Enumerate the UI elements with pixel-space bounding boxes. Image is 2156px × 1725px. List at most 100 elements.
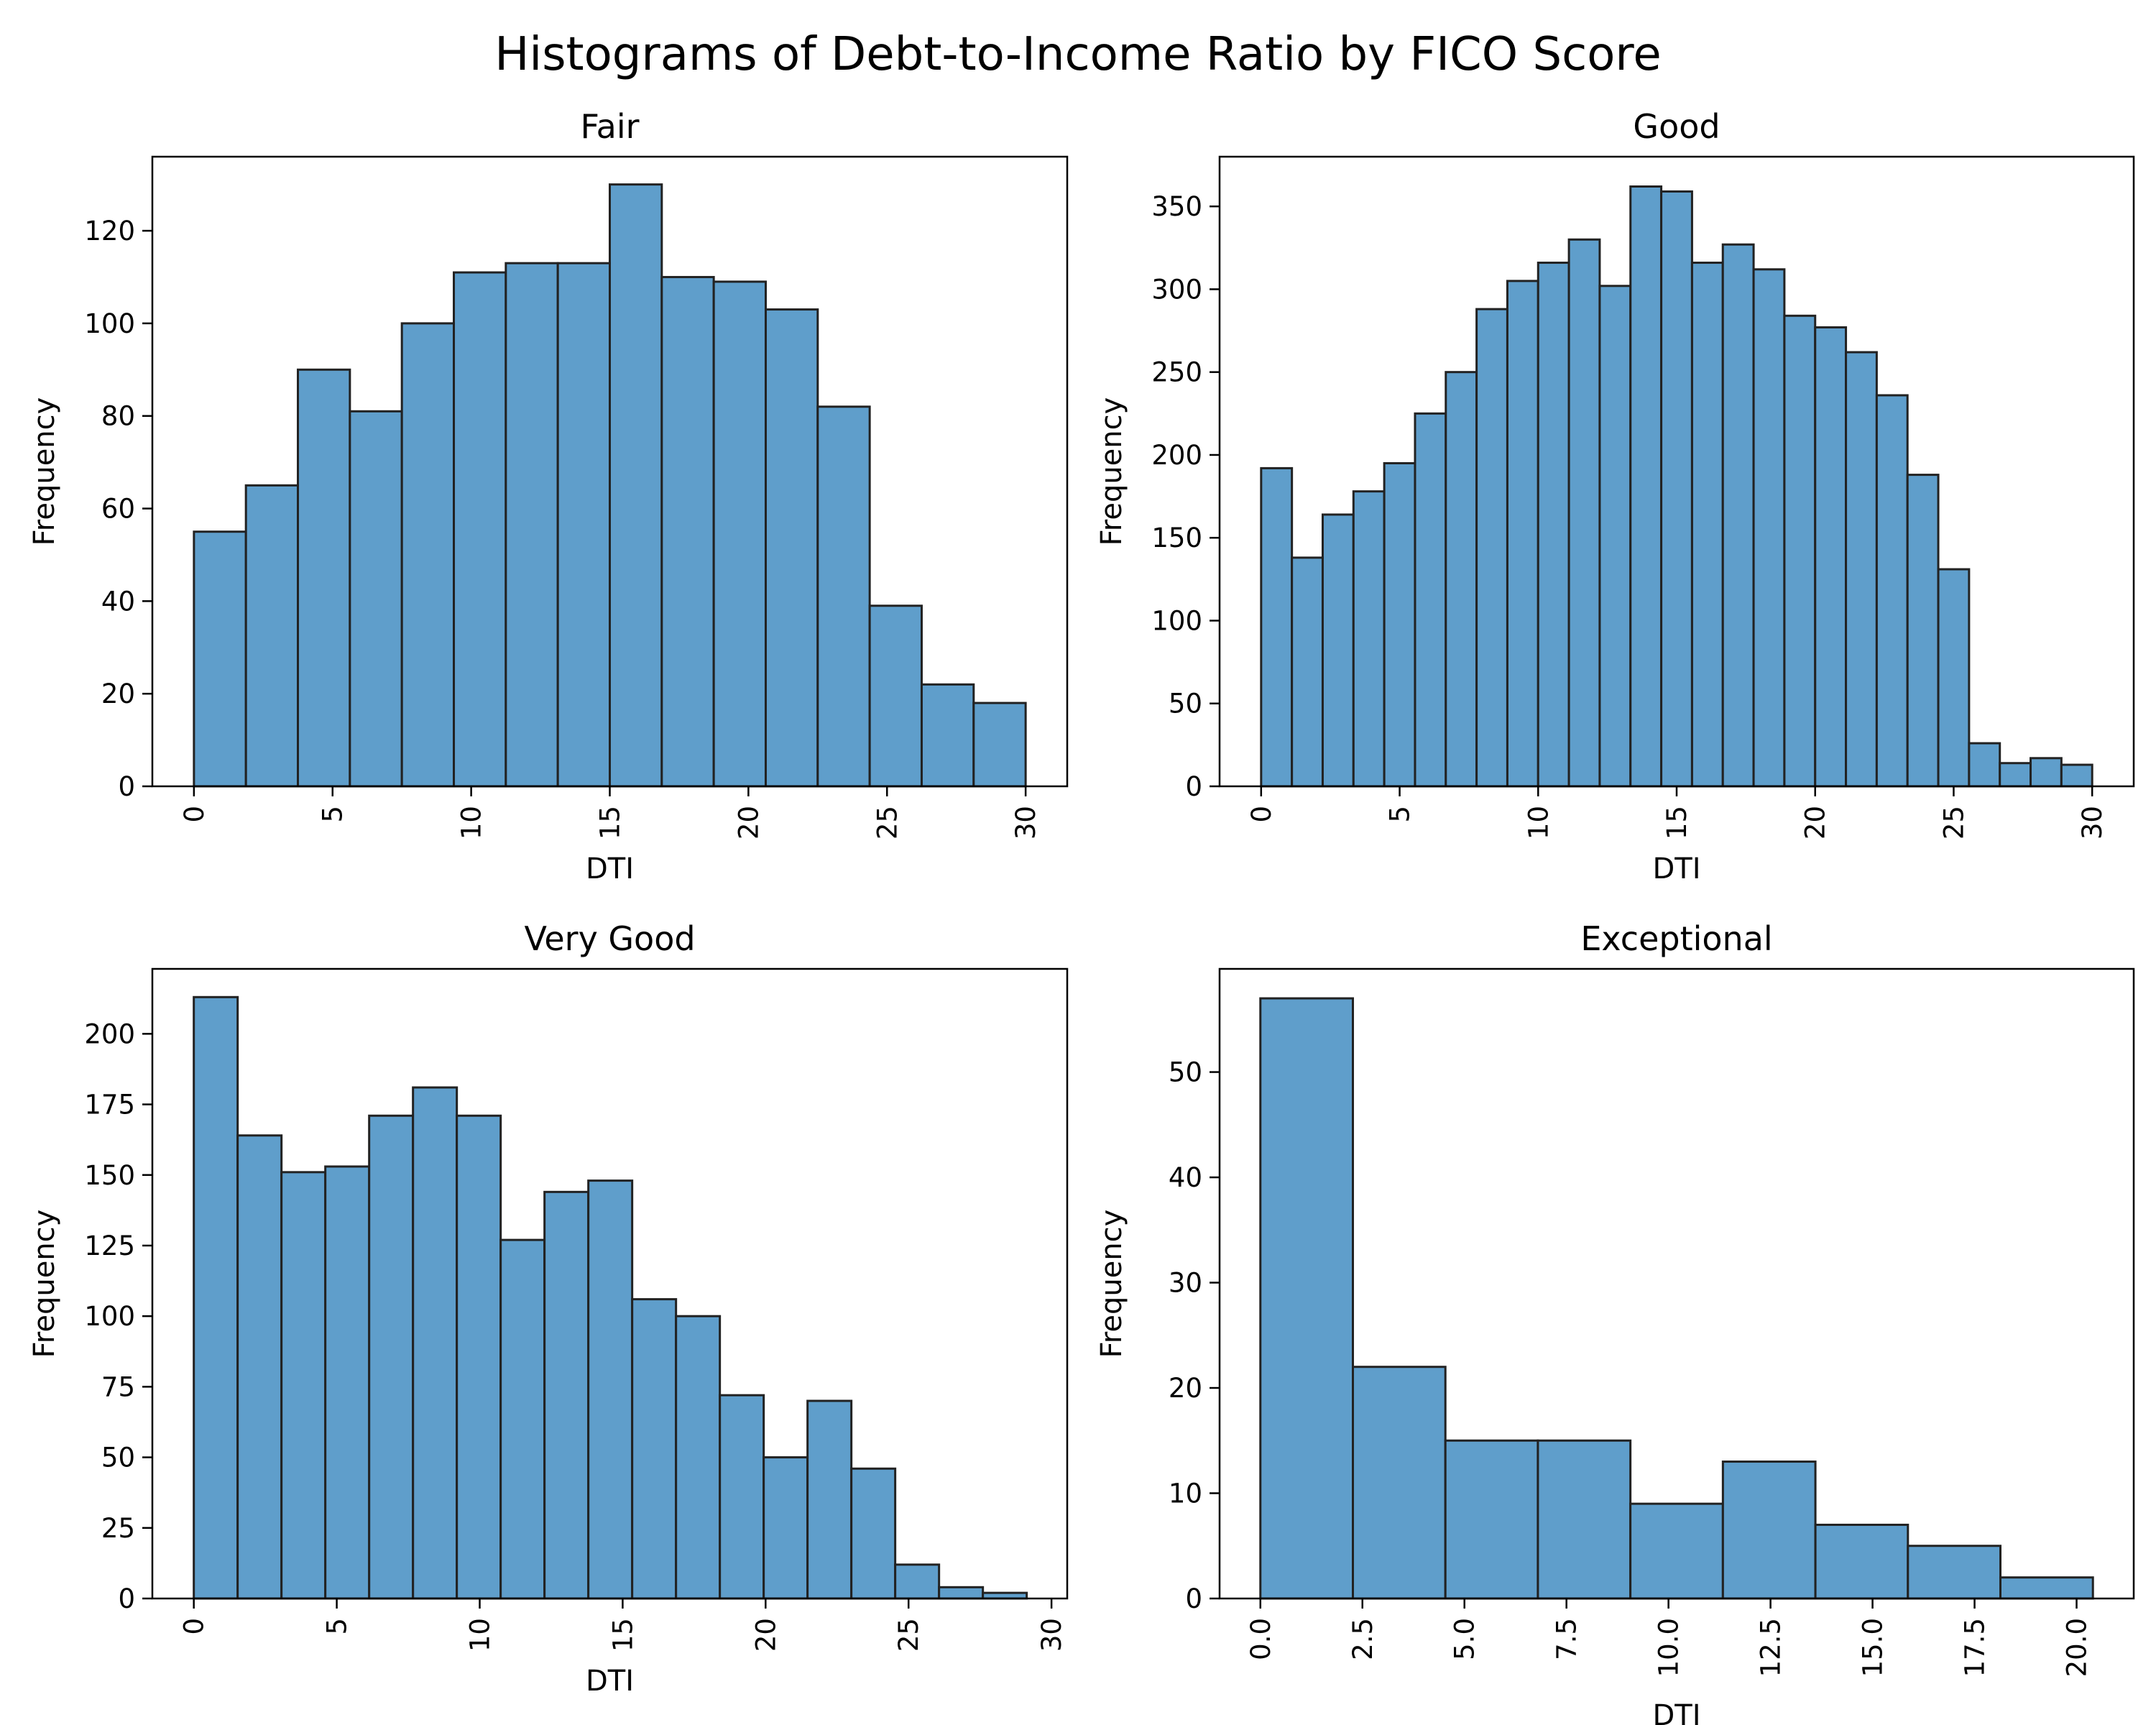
- x-tick-label: 12.5: [1756, 1618, 1787, 1677]
- histogram-bar: [2030, 757, 2063, 788]
- x-tick-label: 25: [1938, 806, 1969, 840]
- histogram-bar: [1445, 371, 1478, 788]
- x-tick-label: 5.0: [1450, 1618, 1480, 1660]
- histogram-bar: [1845, 351, 1878, 788]
- panel-very-good: 0 5 10 15 20 25 30 0 25 50 75 100 125 150 175 200 Very G…: [28, 919, 1069, 1698]
- histogram-bar: [1352, 1366, 1447, 1600]
- y-tick-label: 40: [1169, 1162, 1202, 1193]
- axes-frame: [151, 967, 1069, 1600]
- histogram-bar: [868, 604, 923, 788]
- y-axis-label: Frequency: [1095, 1210, 1128, 1358]
- y-tick-label: 175: [84, 1090, 135, 1121]
- x-tick-label: 15: [1662, 806, 1692, 840]
- y-tick-label: 0: [118, 1583, 135, 1614]
- histogram-bar: [1537, 262, 1570, 788]
- y-tick-label: 40: [101, 586, 135, 617]
- histogram-bar: [850, 1467, 897, 1600]
- y-axis-label: Frequency: [1095, 397, 1128, 546]
- x-tick-label: 17.5: [1960, 1618, 1991, 1677]
- histogram-bar: [1321, 513, 1355, 788]
- y-tick-label: 25: [101, 1513, 135, 1544]
- x-axis-label: DTI: [586, 1665, 634, 1698]
- y-tick-label: 0: [1185, 1583, 1202, 1614]
- histogram-bar: [453, 271, 507, 788]
- y-tick-label: 200: [84, 1018, 135, 1049]
- y-tick-label: 250: [1151, 357, 1202, 388]
- histogram-bar: [1875, 394, 1909, 788]
- x-tick-label: 25: [893, 1618, 924, 1652]
- histogram-bar: [1660, 190, 1693, 788]
- histogram-bar: [543, 1190, 590, 1600]
- y-tick-label: 10: [1169, 1478, 1202, 1509]
- histogram-bar: [719, 1394, 765, 1600]
- histogram-bar: [1907, 1545, 2001, 1600]
- histogram-bar: [193, 995, 239, 1600]
- x-tick-label: 15.0: [1858, 1618, 1889, 1677]
- panel-exceptional: 0.0 2.5 5.0 7.5 10.0 12.5 15.0 17.5 20.0 0 10 20 30 4…: [1095, 919, 2135, 1725]
- histogram-bar: [764, 308, 819, 788]
- x-tick-label: 25: [872, 806, 903, 840]
- panel-good: 0 5 10 15 20 25 30050100150200250300350GoodDTI…: [1095, 107, 2135, 886]
- axes-frame: [1218, 967, 2135, 1600]
- x-tick-label: 0: [1246, 806, 1277, 823]
- histogram-bar: [1291, 556, 1324, 788]
- x-tick-label: 5: [318, 806, 349, 823]
- histogram-bar: [587, 1179, 634, 1600]
- histogram-bar: [1259, 997, 1355, 1600]
- y-tick-label: 120: [84, 216, 135, 247]
- y-tick-label: 100: [1151, 605, 1202, 636]
- panel-title-very-good: Very Good: [524, 919, 695, 958]
- histogram-bar: [456, 1114, 502, 1600]
- panel-fair: 0 5 10 15 20 25 30 0 20 40 60 80 100 120 Fair DTI Freque…: [28, 107, 1069, 886]
- x-tick-label: 5: [1385, 806, 1416, 823]
- x-axis-label: DTI: [586, 852, 634, 886]
- y-tick-label: 200: [1151, 440, 1202, 471]
- x-tick-label: 30: [1036, 1618, 1067, 1652]
- histogram-bar: [1906, 474, 1940, 788]
- histogram-bar: [1999, 762, 2032, 788]
- histogram-bar: [816, 405, 871, 788]
- histogram-bar: [280, 1171, 327, 1600]
- x-tick-label: 20: [750, 1618, 781, 1652]
- y-tick-label: 0: [1185, 771, 1202, 802]
- histogram-bar: [1814, 326, 1848, 788]
- histogram-bar: [400, 322, 456, 788]
- y-tick-label: 30: [1169, 1268, 1202, 1299]
- panel-title-good: Good: [1633, 107, 1720, 146]
- x-tick-label: 10: [1523, 806, 1554, 840]
- histogram-bar: [349, 410, 403, 788]
- y-tick-label: 60: [101, 494, 135, 525]
- histogram-bar: [1629, 1502, 1724, 1600]
- histogram-bar: [1260, 466, 1294, 788]
- histogram-bar: [1629, 185, 1663, 788]
- x-tick-label: 15: [607, 1618, 638, 1652]
- histogram-bar: [1444, 1439, 1539, 1600]
- x-axis-label: DTI: [1652, 1699, 1700, 1725]
- histogram-bar: [1814, 1523, 1909, 1600]
- histogram-bar: [244, 484, 300, 788]
- x-axis-label: DTI: [1652, 852, 1700, 886]
- histogram-bar: [1752, 268, 1786, 788]
- y-axis-label: Frequency: [28, 1210, 61, 1358]
- y-tick-label: 20: [1169, 1373, 1202, 1404]
- x-tick-label: 20: [1800, 806, 1831, 840]
- histogram-bar: [894, 1563, 941, 1600]
- x-tick-label: 30: [1010, 806, 1041, 840]
- histogram-bar: [1999, 1576, 2094, 1600]
- histogram-bar: [499, 1238, 546, 1600]
- histogram-bar: [1783, 314, 1817, 788]
- y-tick-label: 20: [101, 678, 135, 709]
- x-tick-label: 0: [179, 1618, 210, 1635]
- histogram-bar: [1352, 490, 1386, 788]
- histogram-bar: [972, 702, 1027, 788]
- x-tick-label: 0: [179, 806, 210, 823]
- histogram-bar: [2060, 763, 2093, 788]
- x-tick-label: 20.0: [2062, 1618, 2093, 1677]
- y-tick-label: 100: [84, 308, 135, 339]
- histogram-bar: [297, 368, 351, 788]
- histogram-bar: [1690, 262, 1724, 788]
- panel-title-exceptional: Exceptional: [1580, 919, 1772, 958]
- histogram-bar: [1537, 1439, 1632, 1600]
- x-tick-label: 5: [322, 1618, 353, 1635]
